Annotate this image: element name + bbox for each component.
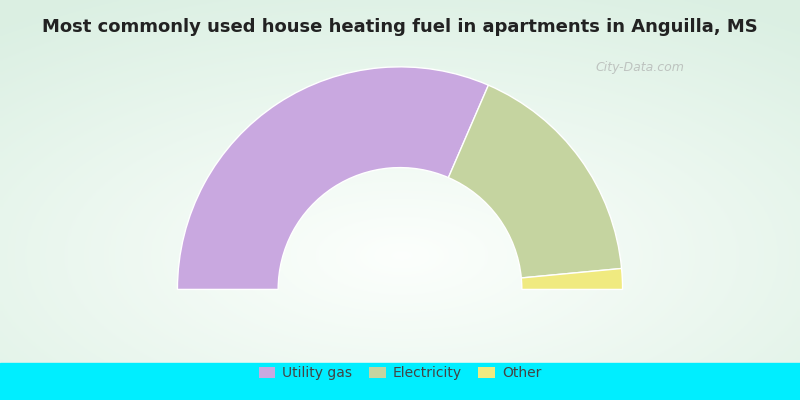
Wedge shape [178, 67, 488, 290]
Text: City-Data.com: City-Data.com [595, 62, 685, 74]
Bar [0, 363, 800, 400]
Wedge shape [522, 268, 622, 290]
Text: Most commonly used house heating fuel in apartments in Anguilla, MS: Most commonly used house heating fuel in… [42, 18, 758, 36]
Wedge shape [448, 85, 622, 278]
Legend: Utility gas, Electricity, Other: Utility gas, Electricity, Other [258, 366, 542, 380]
